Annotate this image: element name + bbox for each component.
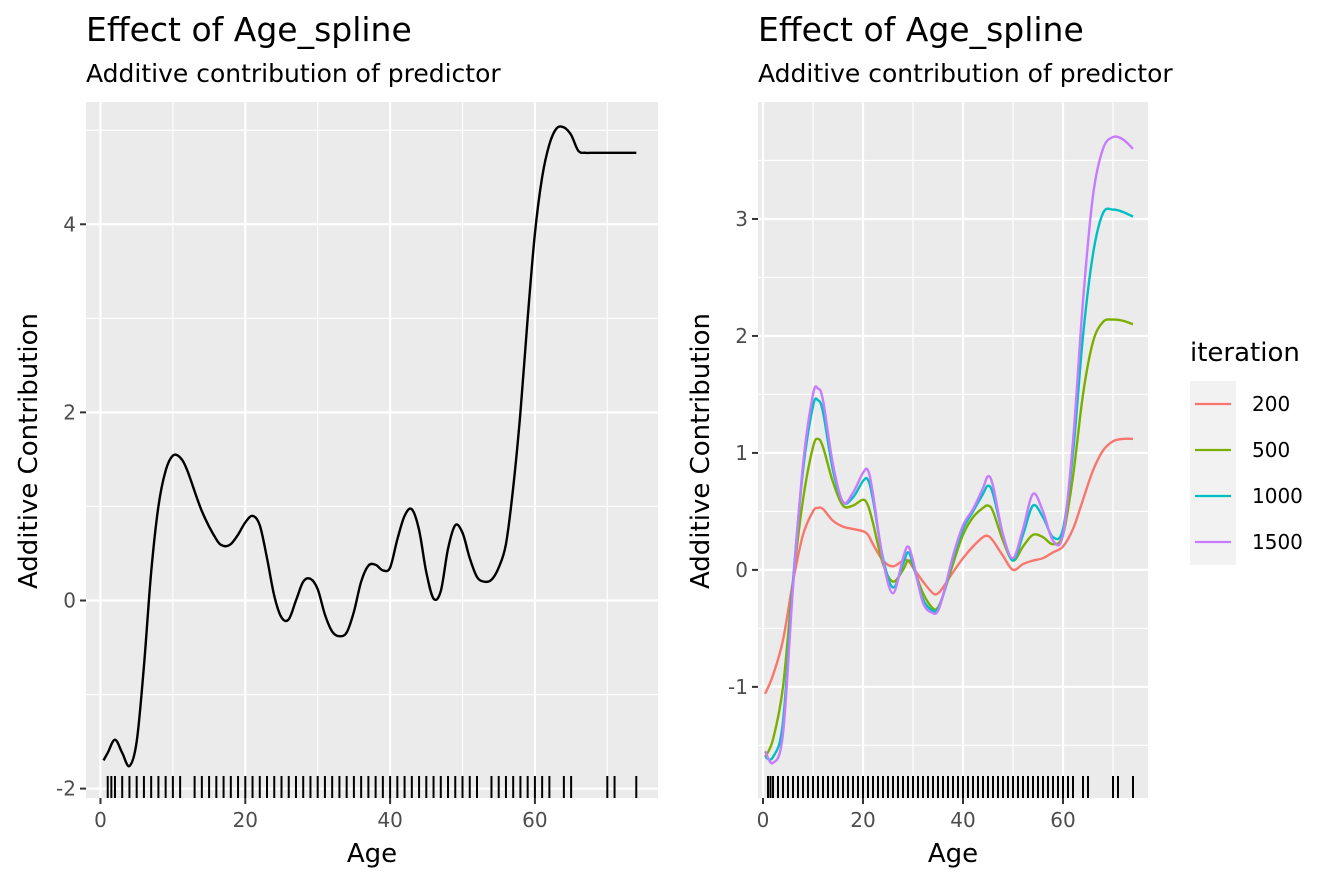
legend-item: 1000 <box>1195 484 1303 508</box>
legend-item: 200 <box>1195 392 1290 416</box>
legend-label-500: 500 <box>1252 438 1290 462</box>
y-tick-label: 4 <box>63 212 76 236</box>
right-panel: Effect of Age_spline Additive contributi… <box>686 10 1173 869</box>
legend-label-1000: 1000 <box>1252 484 1303 508</box>
left-y-axis-title: Additive Contribution <box>14 313 44 589</box>
x-tick-label: 20 <box>850 808 875 832</box>
y-tick-label: 0 <box>735 558 748 582</box>
x-tick-label: 20 <box>233 808 258 832</box>
legend-item: 500 <box>1195 438 1290 462</box>
right-chart-subtitle: Additive contribution of predictor <box>758 59 1173 88</box>
left-chart-subtitle: Additive contribution of predictor <box>86 59 501 88</box>
x-tick-label: 0 <box>757 808 770 832</box>
right-lines <box>763 135 1134 765</box>
effect-line <box>102 125 637 768</box>
y-tick-label: -1 <box>728 675 748 699</box>
y-tick-label: 0 <box>63 588 76 612</box>
y-tick-label: 1 <box>735 441 748 465</box>
right-y-axis-title: Additive Contribution <box>686 313 716 589</box>
x-tick-label: 60 <box>1050 808 1075 832</box>
left-x-axis-title: Age <box>347 839 397 869</box>
legend-item: 1500 <box>1195 530 1303 554</box>
left-grid <box>86 102 658 798</box>
left-chart-title: Effect of Age_spline <box>86 10 412 49</box>
right-grid <box>758 102 1148 798</box>
right-rug <box>767 776 1134 798</box>
y-tick-label: 2 <box>735 324 748 348</box>
right-chart-title: Effect of Age_spline <box>758 10 1084 49</box>
right-axes: 0 20 40 60 -1 0 1 2 3 <box>728 207 1076 832</box>
y-tick-label: 3 <box>735 207 748 231</box>
legend-key-background <box>1190 381 1236 565</box>
legend-label-200: 200 <box>1252 392 1290 416</box>
series-line-200 <box>763 437 1134 695</box>
x-tick-label: 40 <box>950 808 975 832</box>
x-tick-label: 60 <box>522 808 547 832</box>
left-rug <box>106 776 638 798</box>
series-line-1500 <box>764 135 1134 765</box>
left-panel: Effect of Age_spline Additive contributi… <box>14 10 658 869</box>
left-lines <box>102 125 637 768</box>
y-tick-label: 2 <box>63 400 76 424</box>
legend-label-1500: 1500 <box>1252 530 1303 554</box>
right-x-axis-title: Age <box>928 839 978 869</box>
right-plot-panel <box>758 102 1148 798</box>
x-tick-label: 0 <box>94 808 107 832</box>
left-axes: 0 20 40 60 -2 0 2 4 <box>56 212 548 832</box>
x-tick-label: 40 <box>377 808 402 832</box>
left-plot-panel <box>86 102 658 798</box>
y-tick-label: -2 <box>56 777 76 801</box>
legend: iteration 200 500 1000 1500 <box>1190 338 1303 565</box>
legend-title: iteration <box>1190 338 1300 368</box>
